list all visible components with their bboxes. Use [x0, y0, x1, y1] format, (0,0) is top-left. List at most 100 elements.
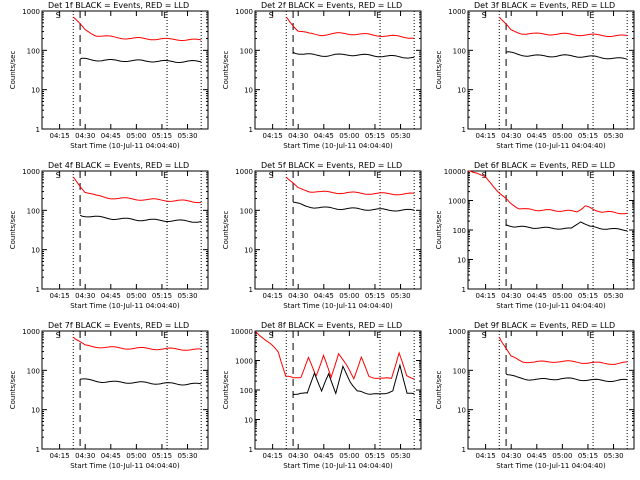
y-tick-label: 1: [249, 446, 253, 454]
s-marker: S: [269, 331, 274, 340]
chart-title: Det 1f BLACK = Events, RED = LLD: [48, 1, 189, 10]
y-tick-label: 10: [457, 87, 466, 95]
plot-frame: [41, 330, 209, 450]
chart-title: Det 5f BLACK = Events, RED = LLD: [261, 161, 402, 170]
y-tick-label: 10: [31, 407, 40, 415]
x-tick-label: 05:15: [365, 292, 385, 300]
x-tick-label: 05:30: [390, 292, 410, 300]
x-tick-label: 04:30: [75, 452, 95, 460]
x-tick-label: 05:30: [390, 452, 410, 460]
x-tick-label: 05:00: [339, 132, 359, 140]
e-marker: E: [589, 171, 594, 180]
e-marker: E: [163, 331, 168, 340]
x-axis-label: Start Time (10-Jul-11 04:04:40): [70, 462, 180, 470]
y-tick-label: 1000: [448, 8, 466, 16]
x-tick-label: 05:30: [390, 132, 410, 140]
x-tick-label: 05:00: [126, 452, 146, 460]
x-tick-label: 05:00: [126, 292, 146, 300]
y-tick-label: 100: [453, 227, 466, 235]
x-tick-label: 05:15: [365, 132, 385, 140]
y-axis-label: Counts/sec: [222, 211, 230, 250]
x-tick-label: 04:15: [50, 452, 70, 460]
y-tick-label: 10: [244, 417, 253, 425]
chart-panel-8: Det 8f BLACK = Events, RED = LLD 1 10 100 10…: [222, 321, 422, 470]
y-tick-label: 10000: [231, 328, 253, 336]
s-marker: S: [482, 11, 487, 20]
y-tick-label: 100: [453, 47, 466, 55]
plot-frame: [467, 330, 635, 450]
x-tick-label: 05:30: [177, 292, 197, 300]
s-marker: S: [269, 171, 274, 180]
chart-panel-5: Det 5f BLACK = Events, RED = LLD 1 10 100 10…: [222, 161, 422, 310]
x-axis-label: Start Time (10-Jul-11 04:04:40): [70, 302, 180, 310]
s-marker: S: [482, 331, 487, 340]
x-tick-label: 05:00: [126, 132, 146, 140]
series-line-events-black: [293, 363, 415, 396]
s-marker: S: [269, 11, 274, 20]
x-tick-label: 05:00: [339, 292, 359, 300]
y-tick-label: 1: [249, 126, 253, 134]
y-axis-label: Counts/sec: [435, 51, 443, 90]
y-axis-label: Counts/sec: [222, 51, 230, 90]
x-tick-label: 04:45: [314, 452, 334, 460]
x-axis-label: Start Time (10-Jul-11 04:04:40): [283, 462, 393, 470]
x-tick-label: 04:45: [314, 132, 334, 140]
x-tick-label: 05:15: [152, 292, 172, 300]
x-tick-label: 05:00: [552, 452, 572, 460]
y-tick-label: 1000: [235, 8, 253, 16]
x-tick-label: 04:30: [288, 452, 308, 460]
e-marker: E: [589, 11, 594, 20]
y-axis-label: Counts/sec: [222, 371, 230, 410]
s-marker: S: [56, 11, 61, 20]
x-tick-label: 05:15: [365, 452, 385, 460]
x-tick-label: 05:30: [603, 292, 623, 300]
chart-title: Det 9f BLACK = Events, RED = LLD: [474, 321, 615, 330]
x-tick-label: 04:30: [75, 132, 95, 140]
x-tick-label: 05:15: [152, 452, 172, 460]
y-tick-label: 1000: [235, 168, 253, 176]
series-line-events-black: [505, 51, 628, 60]
x-tick-label: 04:30: [288, 132, 308, 140]
e-marker: E: [376, 331, 381, 340]
x-tick-label: 05:30: [177, 132, 197, 140]
y-tick-label: 1000: [22, 8, 40, 16]
plot-frame: [41, 170, 209, 290]
series-line-lld-red: [468, 170, 628, 215]
x-tick-label: 04:45: [314, 292, 334, 300]
x-tick-label: 04:45: [101, 452, 121, 460]
y-tick-label: 1000: [448, 328, 466, 336]
x-tick-label: 04:15: [263, 452, 283, 460]
series-line-events-black: [505, 373, 628, 382]
e-marker: E: [376, 171, 381, 180]
x-tick-label: 04:45: [527, 452, 547, 460]
y-tick-label: 10: [457, 407, 466, 415]
x-tick-label: 04:45: [527, 132, 547, 140]
series-line-events-black: [292, 51, 415, 59]
y-axis-label: Counts/sec: [435, 371, 443, 410]
y-tick-label: 1000: [22, 168, 40, 176]
s-marker: S: [56, 171, 61, 180]
e-marker: E: [589, 331, 594, 340]
chart-panel-7: Det 7f BLACK = Events, RED = LLD 1 10 100 10…: [9, 321, 209, 470]
chart-panel-2: Det 2f BLACK = Events, RED = LLD 1 10 100 10…: [222, 1, 422, 150]
series-line-events-black: [505, 221, 628, 232]
y-tick-label: 1: [462, 126, 466, 134]
y-tick-label: 1: [249, 286, 253, 294]
y-axis-label: Counts/sec: [9, 51, 17, 90]
plot-frame: [41, 10, 209, 130]
x-tick-label: 05:15: [578, 452, 598, 460]
x-tick-label: 04:15: [476, 292, 496, 300]
series-line-lld-red: [72, 336, 202, 351]
e-marker: E: [163, 11, 168, 20]
chart-title: Det 7f BLACK = Events, RED = LLD: [48, 321, 189, 330]
x-tick-label: 04:30: [501, 292, 521, 300]
x-tick-label: 04:45: [101, 132, 121, 140]
y-axis-label: Counts/sec: [9, 211, 17, 250]
s-marker: S: [482, 171, 487, 180]
y-tick-label: 1000: [235, 358, 253, 366]
chart-panel-6: Det 6f BLACK = Events, RED = LLD 1 10 100 10…: [435, 161, 635, 310]
series-line-lld-red: [285, 176, 415, 196]
x-tick-label: 04:15: [476, 452, 496, 460]
chart-title: Det 2f BLACK = Events, RED = LLD: [261, 1, 402, 10]
